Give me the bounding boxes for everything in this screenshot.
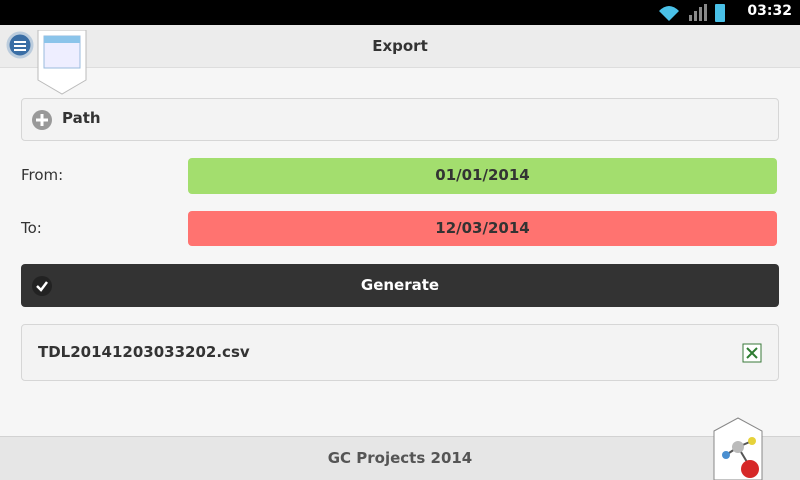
action-bar: Export (0, 25, 800, 68)
check-icon (32, 276, 52, 296)
footer: GC Projects 2014 (0, 436, 800, 480)
clock: 03:32 (747, 3, 792, 19)
file-row[interactable]: TDL20141203033202.csv (21, 324, 779, 381)
to-label: To: (21, 219, 42, 237)
excel-icon (742, 343, 762, 363)
generate-button[interactable]: Generate (21, 264, 779, 307)
logo (713, 417, 763, 480)
footer-text: GC Projects 2014 (327, 449, 473, 467)
path-label: Path (62, 109, 101, 127)
from-label: From: (21, 166, 64, 184)
status-bar: 03:32 (0, 0, 800, 25)
screen-title: Export (372, 37, 428, 55)
from-date[interactable]: 01/01/2014 (188, 158, 777, 194)
generate-label: Generate (360, 276, 440, 294)
path-row[interactable]: Path (21, 98, 779, 141)
add-icon (32, 110, 52, 130)
status-icons (659, 4, 725, 22)
to-date[interactable]: 12/03/2014 (188, 211, 777, 246)
file-name: TDL20141203033202.csv (38, 343, 250, 361)
app-icons (6, 30, 87, 95)
